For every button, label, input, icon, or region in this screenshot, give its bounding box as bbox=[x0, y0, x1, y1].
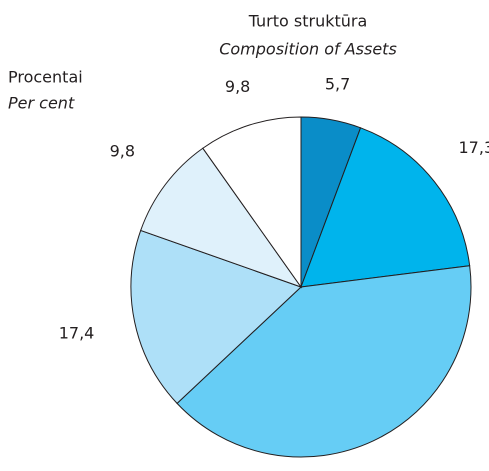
data-label: 9,8 bbox=[225, 77, 250, 96]
chart-subtitle: Composition of Assets bbox=[219, 40, 397, 59]
unit-label-en: Per cent bbox=[8, 94, 75, 113]
pie-slice bbox=[202, 116, 302, 289]
data-label: 40,0 bbox=[374, 469, 410, 471]
chart-title: Turto struktūra bbox=[248, 12, 368, 31]
pie-slice bbox=[176, 265, 472, 458]
pie-slice bbox=[130, 229, 302, 405]
unit-label: Procentai bbox=[8, 68, 83, 87]
data-label: 17,3 bbox=[459, 138, 489, 157]
data-label: 9,8 bbox=[110, 141, 135, 160]
data-label: 5,7 bbox=[325, 74, 350, 93]
data-label: 17,4 bbox=[59, 324, 95, 343]
pie-slice bbox=[140, 147, 303, 288]
pie-slice bbox=[300, 127, 471, 288]
